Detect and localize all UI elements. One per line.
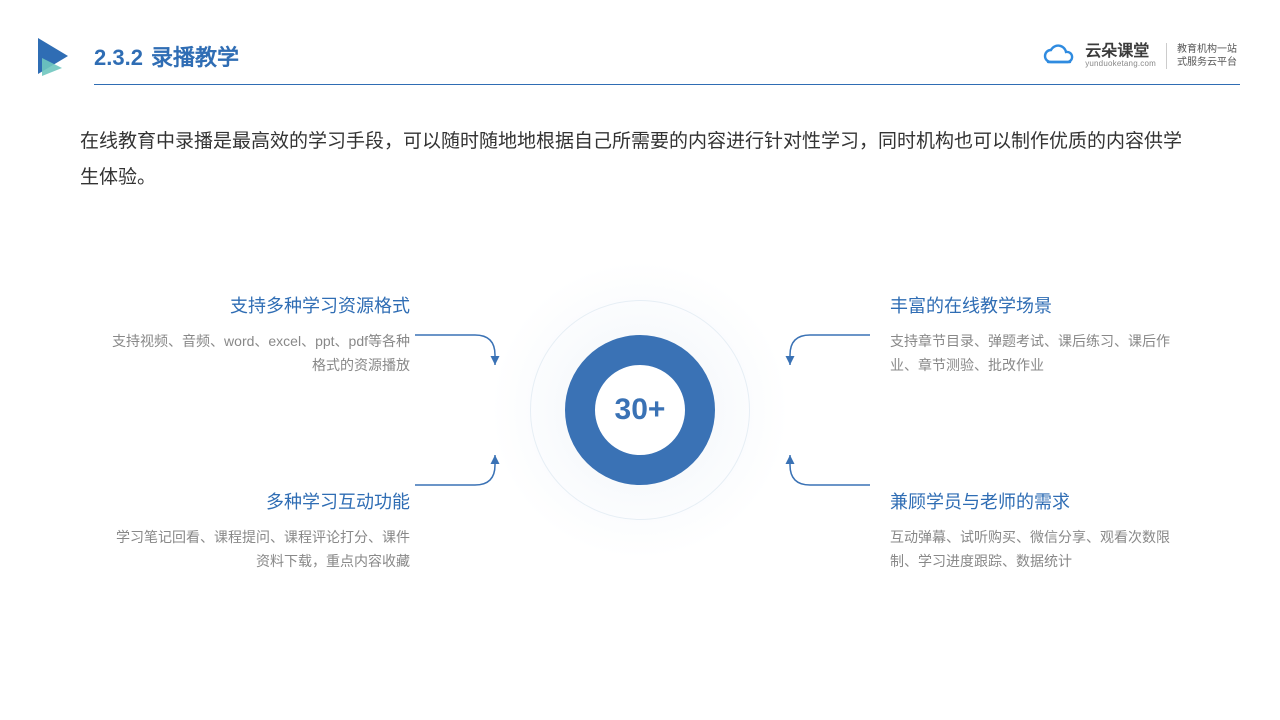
feature-desc: 支持章节目录、弹题考试、课后练习、课后作业、章节测验、批改作业 — [890, 330, 1190, 378]
header-left: 2.3.2 录播教学 — [36, 36, 239, 76]
feature-bottom-left: 多种学习互动功能 学习笔记回看、课程提问、课程评论打分、课件资料下载，重点内容收… — [110, 488, 410, 574]
center-ring: 30+ — [565, 335, 715, 485]
feature-desc: 互动弹幕、试听购买、微信分享、观看次数限制、学习进度跟踪、数据统计 — [890, 526, 1190, 574]
feature-title: 支持多种学习资源格式 — [110, 292, 410, 318]
brand-logo: 云朵课堂 yunduoketang.com 教育机构一站式服务云平台 — [1041, 43, 1240, 69]
feature-title: 丰富的在线教学场景 — [890, 292, 1190, 318]
header-underline — [94, 84, 1240, 85]
logo-tagline: 教育机构一站式服务云平台 — [1166, 43, 1240, 69]
logo-text: 云朵课堂 yunduoketang.com — [1085, 43, 1156, 69]
cloud-icon — [1041, 44, 1075, 68]
feature-bottom-right: 兼顾学员与老师的需求 互动弹幕、试听购买、微信分享、观看次数限制、学习进度跟踪、… — [890, 488, 1190, 574]
logo-main: 云朵课堂 — [1085, 43, 1156, 61]
play-icon — [36, 36, 76, 76]
feature-title: 兼顾学员与老师的需求 — [890, 488, 1190, 514]
title-text: 录播教学 — [151, 40, 239, 72]
feature-top-right: 丰富的在线教学场景 支持章节目录、弹题考试、课后练习、课后作业、章节测验、批改作… — [890, 292, 1190, 378]
slide-title: 2.3.2 录播教学 — [94, 40, 239, 72]
intro-paragraph: 在线教育中录播是最高效的学习手段，可以随时随地地根据自己所需要的内容进行针对性学… — [80, 124, 1200, 196]
feature-diagram: 30+ 支持多种学习资源格式 支持视频、音频、word、excel、ppt、pd… — [0, 250, 1280, 720]
center-value: 30+ — [615, 393, 666, 427]
slide-header: 2.3.2 录播教学 云朵课堂 yunduoketang.com 教育机构一站式… — [36, 36, 1240, 76]
feature-desc: 学习笔记回看、课程提问、课程评论打分、课件资料下载，重点内容收藏 — [110, 526, 410, 574]
feature-desc: 支持视频、音频、word、excel、ppt、pdf等各种格式的资源播放 — [110, 330, 410, 378]
logo-sub: yunduoketang.com — [1085, 60, 1156, 69]
feature-title: 多种学习互动功能 — [110, 488, 410, 514]
feature-top-left: 支持多种学习资源格式 支持视频、音频、word、excel、ppt、pdf等各种… — [110, 292, 410, 378]
section-number: 2.3.2 — [94, 45, 143, 71]
